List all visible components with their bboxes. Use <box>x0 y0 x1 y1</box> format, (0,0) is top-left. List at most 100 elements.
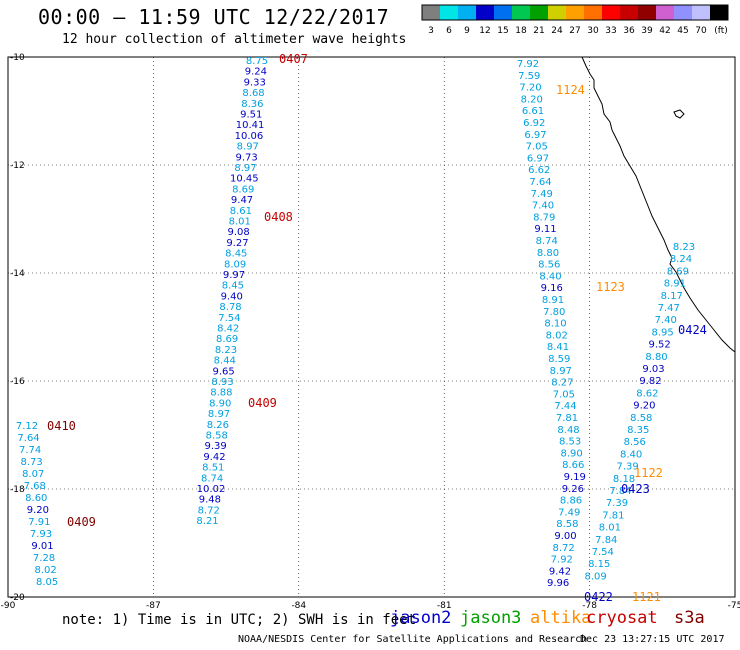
colorbar-swatch <box>530 5 548 20</box>
pass-time-label: 1122 <box>634 466 663 480</box>
colorbar-swatch <box>548 5 566 20</box>
wave-height-value: 8.05 <box>36 577 58 588</box>
colorbar-label: 27 <box>569 26 580 36</box>
wave-height-value: 7.49 <box>558 507 580 518</box>
wave-height-value: 6.62 <box>528 165 550 176</box>
wave-height-value: 8.62 <box>636 388 658 399</box>
colorbar-label: 30 <box>587 26 599 36</box>
wave-height-value: 8.79 <box>533 212 555 223</box>
wave-height-value: 9.40 <box>221 291 243 302</box>
wave-height-value: 7.84 <box>609 486 631 497</box>
wave-height-value: 8.27 <box>551 378 573 389</box>
wave-height-value: 8.56 <box>538 260 560 271</box>
wave-height-value: 8.69 <box>667 266 689 277</box>
colorbar-swatch <box>512 5 530 20</box>
wave-height-value: 9.26 <box>562 484 584 495</box>
colorbar-label: 36 <box>623 26 635 36</box>
wave-height-value: 7.59 <box>518 71 540 82</box>
pass-time-label: 1121 <box>632 590 661 604</box>
legend-cryosat: cryosat <box>586 608 658 628</box>
wave-height-value: 7.44 <box>554 401 576 412</box>
pass-time-label: 0410 <box>47 419 76 433</box>
wave-height-value: 8.40 <box>539 271 561 282</box>
wave-height-value: 9.08 <box>227 227 249 238</box>
wave-height-value: 9.73 <box>236 152 258 163</box>
wave-height-value: 7.91 <box>28 517 50 528</box>
coastline <box>581 56 736 353</box>
colorbar-label: 15 <box>497 26 508 36</box>
wave-height-value: 8.80 <box>645 352 667 363</box>
wave-height-value: 7.81 <box>556 413 578 424</box>
wave-height-value: 8.23 <box>673 242 695 253</box>
wave-height-value: 6.97 <box>527 153 549 164</box>
wave-height-value: 9.51 <box>240 110 262 121</box>
colorbar-label: 42 <box>659 26 670 36</box>
wave-height-value: 7.64 <box>17 433 39 444</box>
legend-altika: altika <box>530 608 592 628</box>
colorbar-frame <box>421 4 729 21</box>
wave-height-value: 8.20 <box>521 94 543 105</box>
pass-time-label: 1124 <box>556 83 585 97</box>
legend-jason3: jason3 <box>460 608 522 628</box>
lat-tick-label: -10 <box>10 53 25 63</box>
pass-time-label: 1123 <box>596 280 625 294</box>
wave-height-value: 7.68 <box>24 481 46 492</box>
wave-height-value: 6.92 <box>523 118 545 129</box>
wave-height-value: 8.86 <box>560 496 582 507</box>
wave-height-value: 8.68 <box>242 88 264 99</box>
wave-height-value: 8.58 <box>206 431 228 442</box>
wave-height-value: 9.00 <box>554 531 576 542</box>
colorbar-label: 39 <box>641 26 653 36</box>
wave-height-value: 9.97 <box>223 270 245 281</box>
wave-height-value: 8.21 <box>196 516 218 527</box>
wave-height-value: 7.28 <box>33 553 55 564</box>
wave-height-value: 7.93 <box>30 529 52 540</box>
wave-height-value: 8.45 <box>225 249 247 260</box>
colorbar-swatch <box>584 5 602 20</box>
wave-height-value: 6.61 <box>522 106 544 117</box>
colorbar-swatch <box>692 5 710 20</box>
lat-tick-label: -18 <box>10 485 25 495</box>
colorbar-label: 45 <box>677 26 688 36</box>
wave-height-value: 8.18 <box>613 474 635 485</box>
wave-height-value: 8.91 <box>664 279 686 290</box>
wave-height-value: 9.47 <box>231 195 253 206</box>
wave-height-value: 8.90 <box>209 398 231 409</box>
wave-height-value: 8.72 <box>198 505 220 516</box>
wave-height-value: 7.47 <box>658 303 680 314</box>
units-note: note: 1) Time is in UTC; 2) SWH is in fe… <box>62 612 417 628</box>
wave-height-value: 6.97 <box>524 130 546 141</box>
wave-height-value: 8.48 <box>557 425 579 436</box>
wave-height-value: 8.95 <box>652 327 674 338</box>
wave-height-value: 9.01 <box>31 541 53 552</box>
lon-tick-label: -75 <box>728 601 740 610</box>
wave-height-value: 7.54 <box>218 313 240 324</box>
wave-height-value: 8.69 <box>216 334 238 345</box>
wave-height-value: 8.66 <box>562 460 584 471</box>
credit-line: NOAA/NESDIS Center for Satellite Applica… <box>238 634 588 645</box>
wave-height-value: 7.20 <box>519 83 541 94</box>
wave-height-value: 9.03 <box>642 364 664 375</box>
wave-height-value: 7.54 <box>592 547 614 558</box>
wave-height-value: 9.65 <box>213 366 235 377</box>
lon-tick-label: -87 <box>146 601 161 610</box>
wave-height-value: 8.44 <box>214 356 236 367</box>
wave-height-value: 10.06 <box>235 131 264 142</box>
colorbar-swatch <box>674 5 692 20</box>
wave-height-value: 8.36 <box>241 99 263 110</box>
colorbar-swatch <box>638 5 656 20</box>
wave-height-value: 9.33 <box>244 77 266 88</box>
wave-height-value: 8.23 <box>215 345 237 356</box>
wave-height-value: 9.19 <box>564 472 586 483</box>
wave-height-value: 8.51 <box>202 463 224 474</box>
wave-height-value: 9.20 <box>27 505 49 516</box>
colorbar-swatch <box>440 5 458 20</box>
wave-height-value: 7.74 <box>19 445 41 456</box>
wave-height-value: 8.02 <box>546 330 568 341</box>
wave-height-value: 8.01 <box>599 523 621 534</box>
wave-height-value: 8.40 <box>620 449 642 460</box>
wave-height-value: 8.97 <box>234 163 256 174</box>
wave-height-value: 8.58 <box>630 413 652 424</box>
wave-height-value: 9.96 <box>547 578 569 589</box>
wave-height-value: 8.45 <box>222 281 244 292</box>
